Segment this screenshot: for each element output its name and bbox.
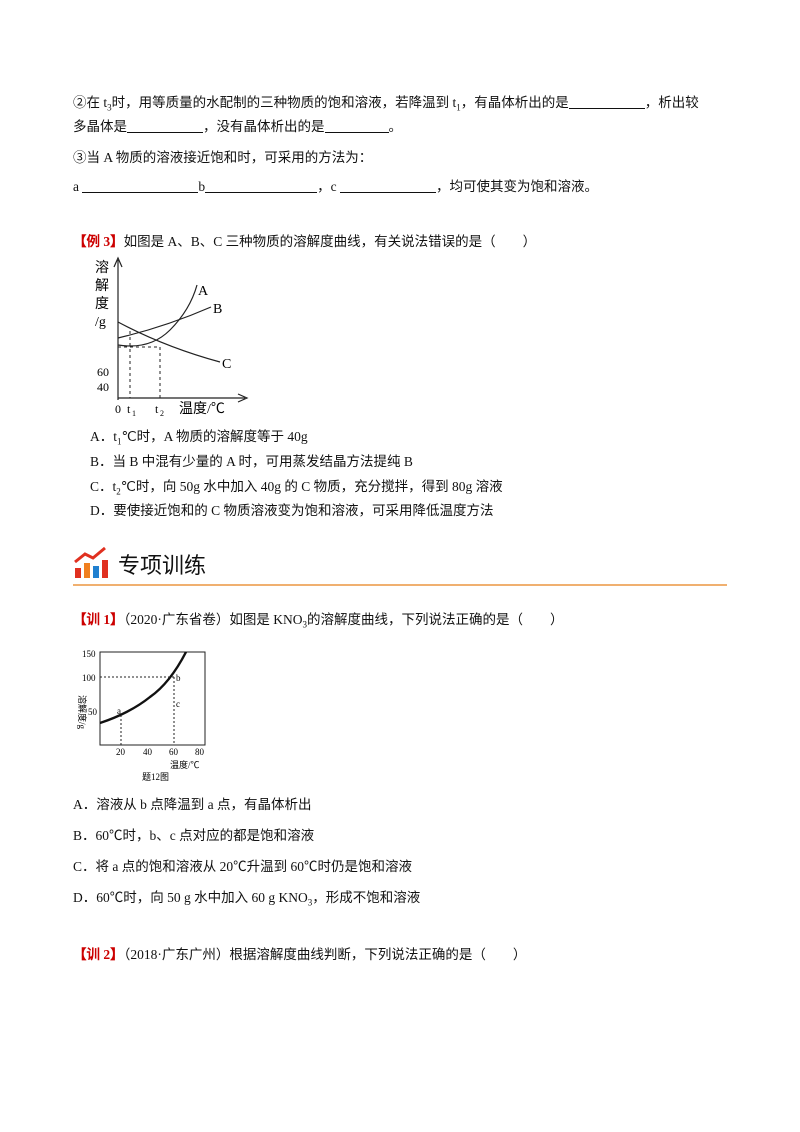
tick-label: 50 [88,707,98,717]
subscript: 2 [116,486,121,497]
option: A．t1℃时，A 物质的溶解度等于 40g [90,428,308,451]
figure: 溶 解 度 /g 60 40 0 t 1 t 2 温度/℃ A B C [95,256,249,418]
option: B．60℃时，b、c 点对应的都是饱和溶液 [73,828,315,843]
question: 【训 2】（2018·广东广州）根据溶解度曲线判断，下列说法正确的是（ ） [73,946,526,964]
text: ℃时，向 50g 水中加入 40g 的 C 物质，充分搅拌，得到 80g 溶液 [120,479,503,494]
text: ℃时，A 物质的溶解度等于 40g [121,429,308,444]
text: ，均可使其变为饱和溶液。 [436,179,598,194]
divider [73,584,727,586]
caption: 题12图 [142,772,169,782]
curve-label: C [222,357,231,372]
tick-label: 80 [195,747,205,757]
tick-label: 0 [115,402,121,416]
text: D．60℃时，向 50 g 水中加入 60 g KNO [73,890,308,905]
tag: 【例 3】 [73,234,124,249]
axis-label: 解 [95,278,109,294]
section-icon [74,546,108,578]
subscript: 1 [117,436,122,447]
text: b [198,179,206,194]
option: C．t2℃时，向 50g 水中加入 40g 的 C 物质，充分搅拌，得到 80g… [90,478,503,501]
text: ，析出较 [644,95,699,110]
tick-label: 20 [116,747,126,757]
tick-label: 100 [82,673,96,683]
question: 【训 1】（2020·广东省卷）如图是 KNO3的溶解度曲线，下列说法正确的是（… [73,611,564,634]
curve-label: A [198,284,209,299]
tick-label: 40 [143,747,153,757]
subscript: 3 [302,619,308,630]
point-label: c [176,699,180,709]
figure: 溶解度/g 150 100 50 20 40 60 80 温度/℃ 题12图 a… [77,649,206,782]
subscript: 1 [456,102,461,113]
blank [324,118,389,133]
axis-label: 溶解度/g [77,695,88,730]
tick-label: 150 [82,649,96,659]
text: ，有晶体析出的是 [460,95,569,110]
question: 多晶体是 ，没有晶体析出的是 。 [73,118,402,136]
blank [127,118,203,133]
tick-label: t [155,402,159,416]
text: ，形成不饱和溶液 [312,890,421,905]
axis-label: 温度/℃ [179,401,225,417]
subscript: 3 [107,102,112,113]
option: D．60℃时，向 50 g 水中加入 60 g KNO3，形成不饱和溶液 [73,889,420,912]
question: ③当 A 物质的溶液接近饱和时，可采用的方法为： [73,150,373,165]
tick-label: t [127,402,131,416]
text: 。 [388,119,403,134]
blank [340,178,436,193]
text: 多晶体是 [73,119,127,134]
question: 【例 3】如图是 A、B、C 三种物质的溶解度曲线，有关说法错误的是（ ） [73,233,536,251]
point-label: a [117,706,121,716]
point-label: b [176,673,181,683]
blank [205,178,318,193]
curve-label: B [213,302,222,317]
tick-label: 60 [97,365,109,379]
text: ，没有晶体析出的是 [203,119,325,134]
option: B．当 B 中混有少量的 A 时，可用蒸发结晶方法提纯 B [90,454,413,469]
tag: 【训 1】 [73,612,124,627]
blank [82,178,199,193]
tick-label: 60 [169,747,179,757]
text: （2020·广东省卷）如图是 KNO [123,612,303,627]
question: ②在 t3时，用等质量的水配制的三种物质的饱和溶液，若降温到 t1，有晶体析出的… [73,94,699,117]
section-title: 专项训练 [118,554,207,579]
tick-label: 2 [160,409,164,418]
text: ②在 t [73,95,108,110]
text: 的溶解度曲线，下列说法正确的是（ ） [307,612,564,627]
text: ，c [317,179,337,194]
question: a b ，c ，均可使其变为饱和溶液。 [73,178,598,196]
text: A．t [90,429,117,444]
subscript: 3 [307,897,313,908]
axis-label: 温度/℃ [170,759,200,770]
text: （2018·广东广州）根据溶解度曲线判断，下列说法正确的是（ ） [123,947,527,962]
tick-label: 1 [132,409,136,418]
text: a [73,179,79,194]
text: 如图是 A、B、C 三种物质的溶解度曲线，有关说法错误的是（ ） [123,234,537,249]
tag: 【训 2】 [73,947,124,962]
text: 时，用等质量的水配制的三种物质的饱和溶液，若降温到 t [111,95,457,110]
text: C．t [90,479,117,494]
option: C．将 a 点的饱和溶液从 20℃升温到 60℃时仍是饱和溶液 [73,859,412,874]
blank [568,94,645,109]
axis-label: /g [95,315,106,330]
tick-label: 40 [97,380,109,394]
axis-label: 度 [95,296,109,312]
option: D．要使接近饱和的 C 物质溶液变为饱和溶液，可采用降低温度方法 [90,503,494,518]
option: A．溶液从 b 点降温到 a 点，有晶体析出 [73,797,312,812]
axis-label: 溶 [95,260,109,276]
